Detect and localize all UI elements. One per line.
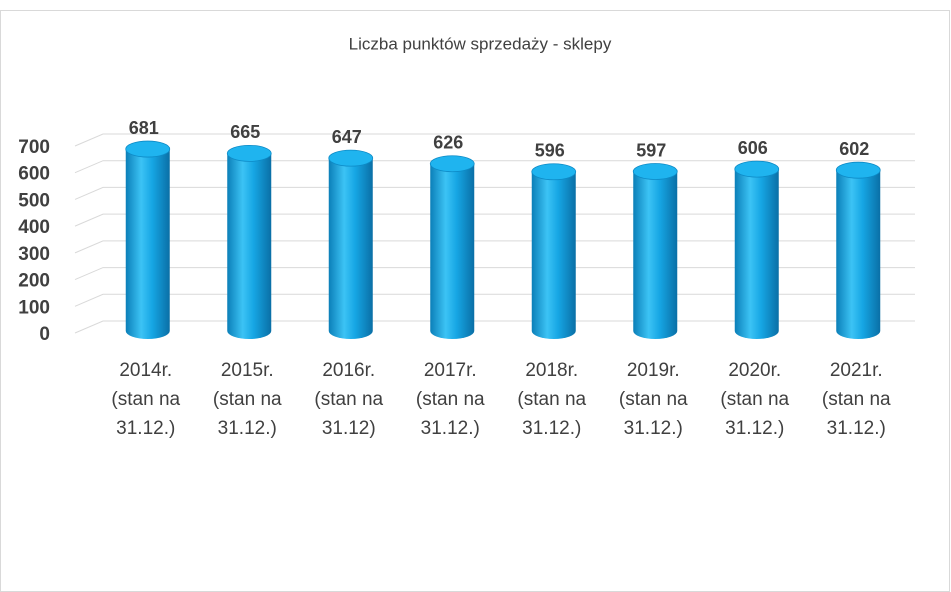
cylinder	[429, 155, 475, 339]
y-tick-label: 600	[18, 164, 50, 185]
x-tick-label: 2014r. (stan na 31.12.)	[111, 360, 181, 439]
cylinder	[226, 144, 272, 339]
y-tick-label: 0	[39, 324, 50, 345]
cylinder-body	[430, 163, 475, 339]
x-tick-label: 2016r. (stan na 31.12)	[314, 360, 384, 439]
cylinder-body	[125, 149, 170, 339]
cylinder-top	[632, 163, 678, 180]
value-label: 665	[230, 122, 260, 142]
grid-line	[74, 240, 915, 254]
y-tick-label: 500	[18, 190, 50, 211]
value-label: 596	[535, 141, 565, 161]
value-label: 647	[332, 127, 362, 147]
cylinder-body	[734, 169, 779, 339]
cylinder	[835, 161, 881, 339]
x-tick-label: 2017r. (stan na 31.12.)	[415, 360, 485, 439]
grid-line	[74, 293, 915, 307]
cylinder	[531, 163, 577, 339]
cylinder-top	[835, 161, 881, 179]
cylinder-top	[328, 149, 374, 167]
x-tick-label: 2015r. (stan na 31.12.)	[212, 360, 282, 439]
cylinder-top	[226, 144, 272, 162]
cylinder-body	[227, 153, 272, 339]
cylinder-top	[734, 160, 780, 178]
cylinder-body	[633, 171, 678, 339]
cylinder-body	[328, 158, 373, 339]
y-tick-label: 700	[18, 137, 50, 158]
cylinder	[734, 160, 780, 339]
y-tick-label: 400	[18, 217, 50, 238]
x-tick-label: 2020r. (stan na 31.12.)	[720, 360, 790, 439]
value-label: 681	[129, 118, 159, 138]
y-tick-label: 100	[18, 297, 50, 318]
grid-line	[74, 267, 915, 281]
grid-line	[74, 320, 915, 334]
cylinder-body	[836, 170, 881, 339]
y-tick-label: 300	[18, 244, 50, 265]
y-tick-label: 200	[18, 271, 50, 292]
cylinder-top	[429, 155, 475, 173]
grid-line	[74, 213, 915, 227]
grid-line	[74, 160, 915, 174]
x-tick-label: 2021r. (stan na 31.12.)	[821, 360, 891, 439]
grid-line	[74, 133, 915, 147]
cylinder-top	[531, 163, 577, 181]
cylinder	[328, 149, 374, 339]
grid-line	[74, 186, 915, 200]
x-tick-label: 2019r. (stan na 31.12.)	[618, 360, 688, 439]
x-tick-label: 2018r. (stan na 31.12.)	[517, 360, 587, 439]
cylinder-top	[125, 140, 171, 158]
cylinder	[125, 140, 171, 339]
value-label: 602	[839, 139, 869, 159]
value-label: 597	[636, 140, 666, 160]
chart-title: Liczba punktów sprzedaży - sklepy	[349, 34, 612, 53]
cylinder	[632, 163, 678, 339]
cylinder-body	[531, 171, 576, 339]
value-label: 606	[738, 138, 768, 158]
value-label: 626	[433, 133, 463, 153]
